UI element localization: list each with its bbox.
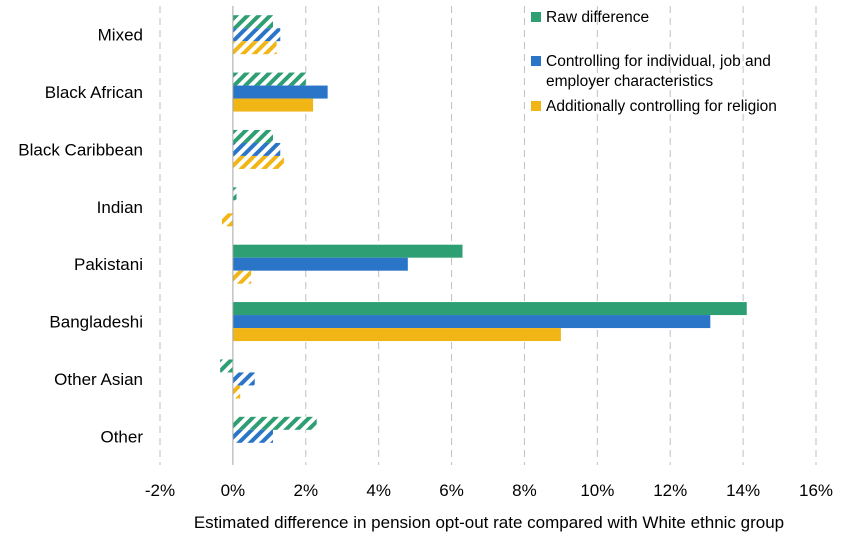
legend-swatch-controlled [531, 56, 541, 66]
bar-other-series-2 [232, 429, 273, 443]
bar-indian-series-3 [221, 213, 233, 227]
x-axis-title: Estimated difference in pension opt-out … [194, 513, 784, 532]
x-tick-label-4: 6% [439, 481, 464, 500]
bar-bangladeshi-series-3 [232, 328, 561, 342]
bar-black-caribbean-series-1 [232, 129, 273, 143]
legend-label-raw: Raw difference [546, 9, 649, 26]
x-tick-label-3: 4% [366, 481, 391, 500]
legend-swatch-raw [531, 12, 541, 22]
bar-other-series-1 [232, 416, 317, 430]
category-label-bangladeshi: Bangladeshi [49, 313, 143, 332]
bar-other-asian-series-1 [220, 359, 233, 373]
bar-mixed-series-2 [232, 28, 281, 42]
x-tick-label-8: 14% [726, 481, 760, 500]
x-tick-label-0: -2% [145, 481, 175, 500]
legend-swatch-religion [531, 101, 541, 111]
bar-black-caribbean-series-3 [232, 155, 284, 169]
x-tick-label-2: 2% [293, 481, 318, 500]
category-label-mixed: Mixed [98, 26, 143, 45]
bar-mixed-series-3 [232, 41, 277, 55]
x-tick-label-9: 16% [799, 481, 833, 500]
category-label-black-caribbean: Black Caribbean [18, 140, 143, 159]
bar-pakistani-series-1 [232, 244, 463, 258]
bar-other-asian-series-2 [232, 372, 255, 386]
category-label-indian: Indian [97, 198, 143, 217]
bar-mixed-series-1 [232, 15, 273, 29]
bar-black-caribbean-series-2 [232, 142, 281, 156]
bars [220, 15, 747, 443]
x-tick-labels: -2% 0% 2% 4% 6% 8% 10% 12% 14% 16% [145, 481, 833, 500]
bar-bangladeshi-series-1 [232, 302, 747, 316]
bar-black-african-series-1 [232, 72, 306, 86]
bar-black-african-series-3 [232, 98, 314, 112]
legend-label-controlled: Controlling for individual, job and emplo… [546, 53, 771, 90]
legend-label-religion: Additionally controlling for religion [546, 98, 777, 115]
x-tick-label-1: 0% [221, 481, 246, 500]
bar-other-asian-series-3 [232, 385, 241, 399]
bar-bangladeshi-series-2 [232, 315, 711, 329]
x-tick-label-5: 8% [512, 481, 537, 500]
category-labels: Mixed Black African Black Caribbean Indian P… [18, 26, 143, 447]
category-label-other-asian: Other Asian [54, 370, 143, 389]
category-label-black-african: Black African [45, 83, 143, 102]
category-label-pakistani: Pakistani [74, 255, 143, 274]
bar-pakistani-series-3 [232, 270, 252, 284]
bar-pakistani-series-2 [232, 257, 408, 271]
bar-indian-series-1 [232, 187, 237, 201]
x-tick-label-7: 12% [653, 481, 687, 500]
category-label-other: Other [100, 427, 143, 446]
legend: Raw difference Controlling for individua… [531, 9, 777, 115]
bar-black-african-series-2 [232, 85, 328, 99]
x-tick-label-6: 10% [580, 481, 614, 500]
